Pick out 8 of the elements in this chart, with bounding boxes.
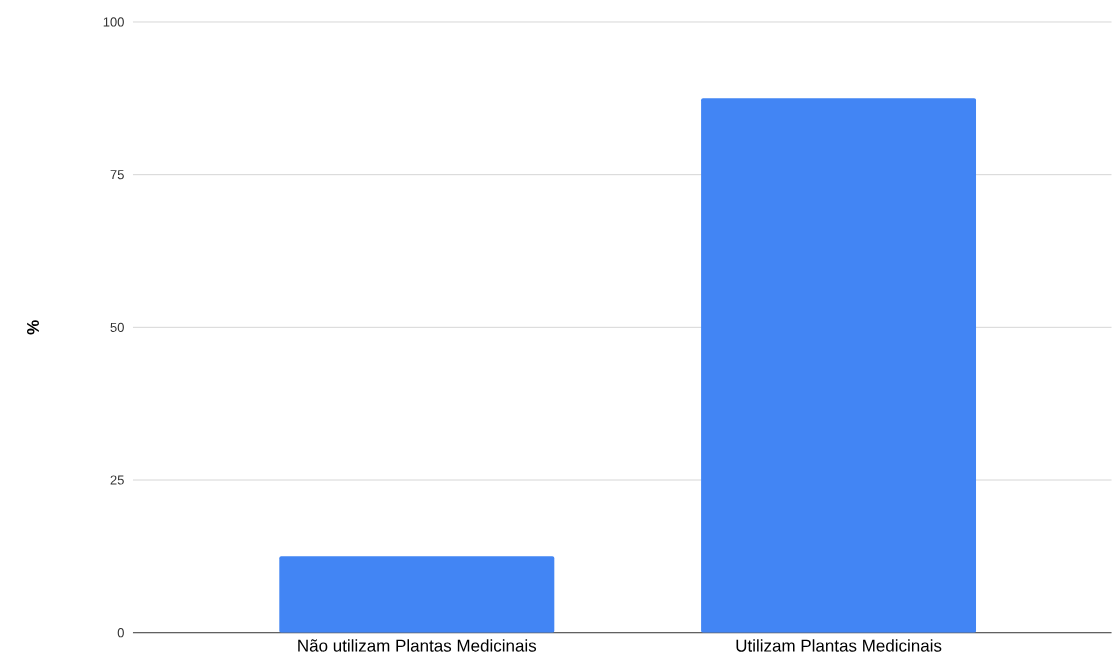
- y-tick-label: 75: [110, 170, 124, 180]
- y-tick-label: 100: [103, 17, 124, 27]
- y-tick-label: 0: [117, 628, 124, 638]
- y-tick-label: 25: [110, 475, 124, 485]
- x-tick-label: Utilizam Plantas Medicinais: [736, 639, 942, 652]
- y-tick-label: 50: [110, 322, 124, 333]
- x-tick-label: Não utilizam Plantas Medicinais: [298, 639, 537, 652]
- y-axis-title: %: [27, 320, 39, 335]
